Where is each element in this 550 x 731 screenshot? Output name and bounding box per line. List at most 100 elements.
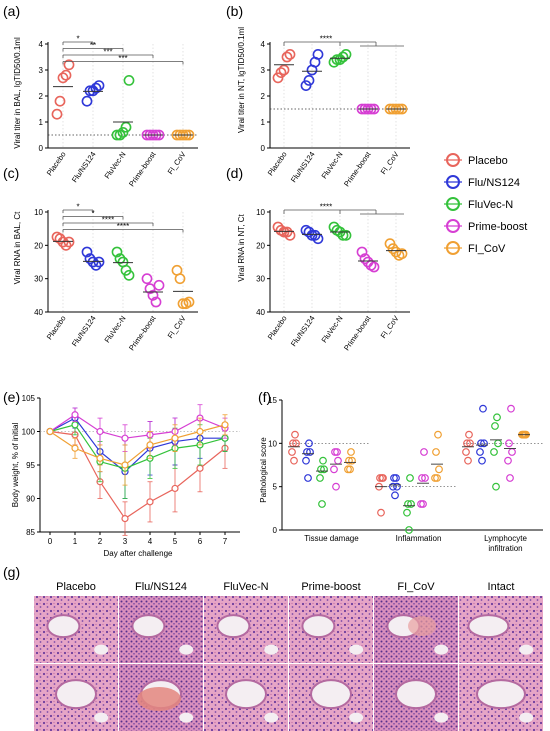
data-point — [196, 427, 204, 436]
data-point — [278, 226, 290, 238]
data-point — [435, 465, 443, 474]
data-point — [320, 465, 328, 474]
data-point — [114, 253, 126, 265]
data-point — [378, 474, 386, 482]
airway-lumen — [216, 614, 251, 639]
airway-lumen — [225, 679, 267, 710]
legend-label: Flu/NS124 — [468, 177, 520, 189]
data-point — [71, 421, 79, 429]
data-point — [480, 439, 488, 448]
y-tick-label: 20 — [256, 241, 265, 250]
y-tick-label: 15 — [268, 396, 277, 405]
y-tick-label: 40 — [34, 308, 43, 317]
data-point — [121, 514, 129, 523]
series — [46, 414, 229, 499]
data-point — [340, 49, 352, 60]
xlabel-e: Day after challenge — [104, 549, 173, 558]
histology-image — [459, 664, 543, 731]
histology-image — [459, 596, 543, 663]
y-tick-label: 1 — [39, 118, 44, 127]
y-tick-label: 105 — [22, 394, 36, 403]
legend-item: Placebo — [444, 153, 508, 167]
data-point — [389, 482, 397, 491]
data-point — [117, 126, 129, 138]
data-point — [93, 80, 105, 91]
significance-label: **** — [117, 222, 129, 231]
significance-label: * — [91, 209, 94, 218]
data-point — [111, 129, 123, 141]
category-label: Flu/NS124 — [70, 150, 98, 184]
data-point — [147, 289, 159, 301]
category-label: Placebo — [266, 150, 289, 177]
panel-letter-a: (a) — [3, 3, 20, 19]
data-point — [275, 67, 287, 78]
histology-image — [34, 664, 118, 731]
data-point — [491, 422, 499, 430]
data-point — [305, 439, 313, 448]
significance-label: ** — [90, 41, 96, 50]
data-point — [171, 434, 179, 442]
data-point — [506, 474, 514, 482]
panel-letter-f: (f) — [258, 389, 271, 405]
data-point — [284, 49, 296, 60]
data-point — [330, 465, 338, 474]
x-tick-label: 4 — [148, 537, 153, 546]
y-tick-label: 1 — [261, 118, 266, 127]
alveolar-space — [94, 712, 109, 723]
data-point — [348, 456, 356, 465]
series-line — [49, 417, 225, 473]
y-tick-label: 0 — [261, 144, 266, 153]
y-tick-label: 10 — [268, 439, 277, 448]
data-point — [404, 500, 412, 508]
data-point — [57, 236, 69, 248]
data-point — [434, 430, 442, 439]
significance-label: **** — [320, 203, 332, 212]
data-point — [407, 500, 415, 508]
panel-f: 0 5 10 15 Tissue damage Inflammation Lymphocyt… — [268, 396, 543, 553]
data-point — [93, 256, 105, 268]
alveolar-space — [349, 712, 364, 723]
data-point — [331, 54, 343, 65]
ylabel-a: Viral titer in BAL, lgTID50/0.1ml — [13, 37, 22, 149]
data-point — [303, 448, 311, 456]
y-tick-label: 0 — [39, 144, 44, 153]
alveolar-space — [349, 644, 364, 655]
category-label: infiltration — [488, 544, 522, 553]
data-point — [312, 49, 324, 60]
data-point — [377, 508, 385, 517]
histology-column-title: Placebo — [56, 581, 96, 593]
legend-label: Prime-boost — [468, 221, 527, 233]
histology-image — [204, 664, 288, 731]
panel-b: 0 1 2 3 4 Placebo Flu/NS124 FluVec-NPrime-boost… — [261, 35, 410, 188]
data-point — [318, 500, 326, 508]
x-tick-label: 6 — [198, 537, 203, 546]
category-label: FluVec-N — [103, 314, 128, 344]
category-label: Prime-boost — [127, 149, 158, 188]
category-label: FI_CoV — [379, 150, 401, 176]
data-point — [334, 456, 342, 465]
data-point — [123, 269, 135, 281]
data-point — [96, 427, 104, 436]
data-point — [306, 229, 318, 241]
y-tick-label: 2 — [261, 92, 266, 101]
data-point — [87, 256, 99, 268]
data-point — [421, 474, 429, 482]
data-point — [174, 273, 186, 285]
legend-item: FI_CoV — [444, 241, 506, 255]
data-point — [319, 456, 327, 465]
legend-label: FI_CoV — [468, 243, 506, 255]
alveolar-space — [519, 712, 534, 723]
data-point — [492, 482, 500, 491]
y-tick-label: 2 — [39, 92, 44, 101]
alveolar-space — [434, 712, 449, 723]
y-tick-label: 30 — [256, 275, 265, 284]
histology-image — [289, 596, 373, 663]
data-point — [54, 95, 66, 107]
airway-lumen — [395, 679, 437, 710]
data-point — [84, 85, 96, 97]
alveolar-space — [94, 644, 109, 655]
ylabel-f: Pathological score — [259, 437, 268, 503]
data-point — [478, 456, 486, 465]
data-point — [328, 56, 340, 68]
